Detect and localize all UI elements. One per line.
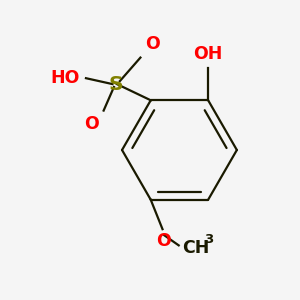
Text: 3: 3 <box>204 233 213 246</box>
Text: S: S <box>108 75 123 94</box>
Text: CH: CH <box>182 239 209 257</box>
Text: O: O <box>157 232 171 250</box>
Text: OH: OH <box>194 46 223 64</box>
Text: HO: HO <box>51 69 80 87</box>
Text: O: O <box>85 115 99 133</box>
Text: O: O <box>145 35 160 53</box>
